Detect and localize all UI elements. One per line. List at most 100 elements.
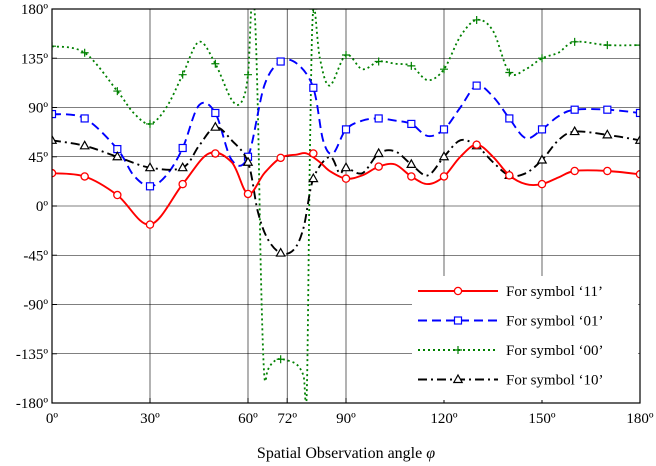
data-point xyxy=(570,166,579,176)
data-point xyxy=(178,179,187,189)
data-point xyxy=(374,162,383,171)
x-axis-title: Spatial Observation angle φ xyxy=(257,445,435,462)
data-point xyxy=(244,70,252,79)
data-point xyxy=(112,151,123,161)
data-point xyxy=(341,125,351,134)
data-point xyxy=(144,161,156,172)
data-point xyxy=(636,41,640,50)
data-point xyxy=(52,134,58,144)
legend: For symbol ‘11’ For symbol ‘01’ For symbol… xyxy=(412,276,638,400)
data-point xyxy=(113,190,122,200)
data-point xyxy=(472,15,481,24)
x-tick-label: 150º xyxy=(528,411,556,427)
data-point xyxy=(342,50,350,59)
data-point xyxy=(635,170,640,179)
data-point xyxy=(505,114,514,123)
data-point xyxy=(80,172,89,181)
data-point xyxy=(505,171,514,180)
x-tick-label: 0º xyxy=(46,411,59,427)
data-point xyxy=(80,114,89,123)
data-point xyxy=(634,134,640,144)
y-tick-label: 0º xyxy=(36,199,49,215)
data-point xyxy=(177,161,188,172)
y-tick-label: 45º xyxy=(28,150,48,166)
data-point xyxy=(146,119,154,128)
data-point xyxy=(537,125,547,134)
legend-label: For symbol ‘00’ xyxy=(506,343,604,359)
series-line xyxy=(52,143,640,226)
y-tick-label: -90º xyxy=(23,298,48,314)
data-point xyxy=(145,182,155,191)
data-point xyxy=(145,220,155,229)
data-point xyxy=(309,9,318,13)
data-point xyxy=(52,42,56,51)
data-point xyxy=(536,154,548,164)
legend-marker xyxy=(452,373,464,384)
data-point xyxy=(472,140,481,149)
x-tick-label: 30º xyxy=(140,411,160,427)
y-tick-label: 90º xyxy=(28,101,48,117)
data-point xyxy=(276,355,285,364)
series-line xyxy=(52,58,640,188)
data-point xyxy=(211,59,220,68)
legend-box xyxy=(412,276,638,400)
data-point xyxy=(570,37,579,46)
series-2 xyxy=(52,9,640,403)
data-point xyxy=(440,65,448,74)
data-point xyxy=(374,114,383,123)
data-point xyxy=(52,109,57,119)
data-point xyxy=(538,54,546,63)
data-point xyxy=(210,121,221,131)
y-tick-label: 135º xyxy=(21,51,49,67)
data-point xyxy=(438,151,450,161)
axis-ticks: 0º 30º 60º 72º 90º 120º 150º 180º 180º 135º 90º 45º… xyxy=(16,2,654,427)
data-point xyxy=(407,61,416,70)
data-point xyxy=(374,57,383,66)
legend-marker xyxy=(453,316,463,325)
series-0 xyxy=(52,140,640,229)
legend-marker xyxy=(454,346,462,354)
x-tick-label: 60º xyxy=(238,411,258,427)
data-point xyxy=(309,149,318,158)
data-point xyxy=(243,189,253,199)
data-point xyxy=(635,108,640,118)
legend-item: For symbol ‘11’ xyxy=(418,284,603,300)
legend-item: For symbol ‘01’ xyxy=(418,314,604,330)
data-point xyxy=(309,83,318,92)
data-point xyxy=(178,143,187,153)
data-point xyxy=(603,166,612,176)
series-line xyxy=(52,9,640,403)
data-point xyxy=(602,129,613,139)
data-point xyxy=(439,172,449,181)
data-point xyxy=(439,125,449,134)
data-point xyxy=(80,48,89,57)
data-point xyxy=(242,156,254,166)
legend-item: For symbol ‘00’ xyxy=(418,343,604,359)
data-point xyxy=(276,57,285,66)
legend-marker xyxy=(453,286,463,296)
data-point xyxy=(79,140,90,150)
data-point xyxy=(472,81,481,90)
data-point xyxy=(570,105,579,114)
data-point xyxy=(505,68,514,77)
data-point xyxy=(406,158,417,169)
data-point xyxy=(308,172,319,183)
legend-label: For symbol ‘01’ xyxy=(506,314,604,330)
data-point xyxy=(211,108,220,118)
y-tick-label: -135º xyxy=(16,347,48,363)
legend-label: For symbol ‘11’ xyxy=(506,284,603,300)
legend-item: For symbol ‘10’ xyxy=(418,373,604,389)
data-point xyxy=(211,149,220,158)
x-tick-label: 180º xyxy=(626,411,654,427)
data-point xyxy=(569,125,580,136)
x-axis-title-text: Spatial Observation angle xyxy=(257,445,422,462)
y-tick-label: 180º xyxy=(21,2,49,18)
legend-label: For symbol ‘10’ xyxy=(506,373,604,389)
data-point xyxy=(341,174,351,183)
data-point xyxy=(407,119,416,129)
x-tick-label: 90º xyxy=(336,411,356,427)
data-point xyxy=(276,153,285,163)
data-point xyxy=(178,70,187,79)
data-point xyxy=(603,105,612,114)
